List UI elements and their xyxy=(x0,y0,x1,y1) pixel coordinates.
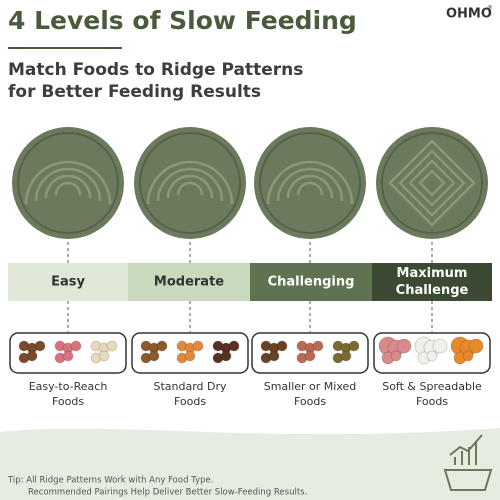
level-label: Challenge xyxy=(396,283,469,298)
title: 4 Levels of Slow Feeding xyxy=(8,6,357,35)
food-piece xyxy=(70,340,82,352)
food-label: Standard Dry xyxy=(153,380,227,393)
food-piece xyxy=(340,350,352,362)
mat-rim xyxy=(381,132,483,234)
food-label: Easy-to-Reach xyxy=(29,380,108,393)
mat-ridge xyxy=(24,160,112,205)
tip: Recommended Pairings Help Deliver Better… xyxy=(28,488,307,498)
mat-ridge xyxy=(166,174,214,199)
food-piece xyxy=(220,350,232,362)
food-piece xyxy=(268,350,280,362)
food-piece xyxy=(304,350,316,362)
food-piece xyxy=(106,340,118,352)
bowl-icon xyxy=(443,434,493,491)
food-piece xyxy=(468,338,484,354)
level-label: Moderate xyxy=(154,275,224,290)
food-piece xyxy=(62,350,74,362)
mat-ridge xyxy=(286,174,334,199)
food-piece xyxy=(192,340,204,352)
food-piece xyxy=(228,340,240,352)
subtitle: Match Foods to Ridge Patterns xyxy=(8,60,303,80)
mat-ridge xyxy=(176,181,204,196)
food-piece xyxy=(348,340,360,352)
mat-ridge xyxy=(156,167,224,202)
brand-mark: ® xyxy=(487,5,493,12)
level-label: Maximum xyxy=(397,266,468,281)
mat-ridge xyxy=(418,169,446,197)
mat-ridge xyxy=(266,160,354,205)
food-piece xyxy=(276,340,288,352)
mat-ridge xyxy=(34,167,102,202)
food-piece xyxy=(184,350,196,362)
subtitle: for Better Feeding Results xyxy=(8,82,261,102)
mat-ridge xyxy=(408,159,456,207)
level-segment xyxy=(372,263,492,301)
food-label: Foods xyxy=(294,395,326,408)
level-segment xyxy=(128,263,250,301)
food-piece xyxy=(98,350,110,362)
food-label: Foods xyxy=(52,395,84,408)
food-piece xyxy=(396,338,412,354)
food-piece xyxy=(390,350,402,362)
food-piece xyxy=(432,338,448,354)
food-piece xyxy=(148,350,160,362)
food-piece xyxy=(26,350,38,362)
food-piece xyxy=(34,340,46,352)
footer-wave xyxy=(0,428,500,500)
food-piece xyxy=(312,340,324,352)
level-segment xyxy=(8,263,128,301)
brand: OHMO xyxy=(446,7,492,22)
food-piece xyxy=(426,350,438,362)
level-segment xyxy=(250,263,372,301)
mat-rim xyxy=(17,132,119,234)
slow-feeder-mat xyxy=(376,127,488,239)
mat-ridge xyxy=(388,139,476,227)
food-label: Foods xyxy=(416,395,448,408)
food-label: Smaller or Mixed xyxy=(264,380,357,393)
mat-ridge xyxy=(398,149,466,217)
mat-ridge xyxy=(44,174,92,199)
food-piece xyxy=(156,340,168,352)
mat-ridge xyxy=(276,167,344,202)
mat-rim xyxy=(259,132,361,234)
mat-rim xyxy=(139,132,241,234)
food-label: Soft & Spreadable xyxy=(382,380,482,393)
mat-ridge xyxy=(54,181,82,196)
level-label: Easy xyxy=(51,275,85,290)
food-piece xyxy=(462,350,474,362)
tip: Tip: All Ridge Patterns Work with Any Fo… xyxy=(7,476,213,486)
mat-ridge xyxy=(296,181,324,196)
level-label: Challenging xyxy=(268,275,355,290)
mat-ridge xyxy=(146,160,234,205)
food-label: Foods xyxy=(174,395,206,408)
